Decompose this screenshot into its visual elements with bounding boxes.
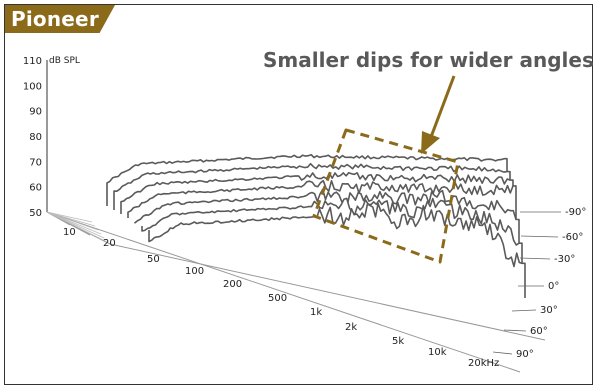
y-axis-label: dB SPL	[49, 56, 80, 66]
y-tick-label: 80	[29, 132, 42, 143]
x-tick-label: 50	[147, 254, 160, 265]
x-tick-label: 200	[223, 279, 242, 290]
angle-label: -60°	[562, 232, 583, 243]
x-tick-label: 20	[103, 238, 116, 249]
x-tick-label: 10	[63, 227, 76, 238]
annotation-highlight-box	[312, 128, 460, 264]
brand-badge-background	[5, 5, 115, 33]
angle-label: -90°	[565, 207, 586, 218]
angle-label: 90°	[516, 349, 534, 360]
floor-line	[46, 211, 96, 227]
y-tick-label: 50	[29, 208, 42, 219]
y-tick-label: 110	[23, 56, 42, 67]
angle-leader-line	[520, 235, 559, 238]
floor-line	[46, 211, 108, 243]
annotation-arrow	[426, 75, 456, 146]
chart-floor	[46, 211, 546, 373]
response-curve	[148, 202, 526, 298]
x-tick-label: 20kHz	[468, 358, 499, 369]
x-tick-label: 500	[268, 293, 287, 304]
x-tick-label: 100	[185, 266, 204, 277]
y-tick-label: 90	[29, 107, 42, 118]
x-tick-label: 2k	[345, 322, 357, 333]
angle-leader-line	[503, 329, 527, 332]
y-tick-label: 60	[29, 183, 42, 194]
annotation-arrowhead	[421, 131, 440, 154]
angle-label: 60°	[530, 326, 548, 337]
response-curves	[106, 153, 526, 298]
angle-leader-line	[511, 309, 537, 312]
brand-badge: Pioneer	[5, 5, 115, 33]
brand-name: Pioneer	[11, 7, 99, 31]
floor-line	[46, 211, 521, 373]
x-tick-label: 10k	[428, 347, 447, 358]
angle-label: 0°	[548, 281, 559, 292]
angle-leader-line	[492, 351, 513, 355]
annotation-text: Smaller dips for wider angles	[263, 48, 594, 72]
floor-line	[46, 211, 99, 231]
y-tick-label: 70	[29, 157, 42, 168]
x-tick-label: 1k	[310, 307, 322, 318]
floor-line	[46, 211, 93, 223]
floor-line	[109, 243, 546, 341]
angle-leader-line	[519, 257, 551, 260]
angle-label: 30°	[540, 305, 558, 316]
angle-label: -30°	[554, 254, 575, 265]
y-tick-label: 100	[23, 81, 42, 92]
x-tick-label: 5k	[392, 336, 404, 347]
